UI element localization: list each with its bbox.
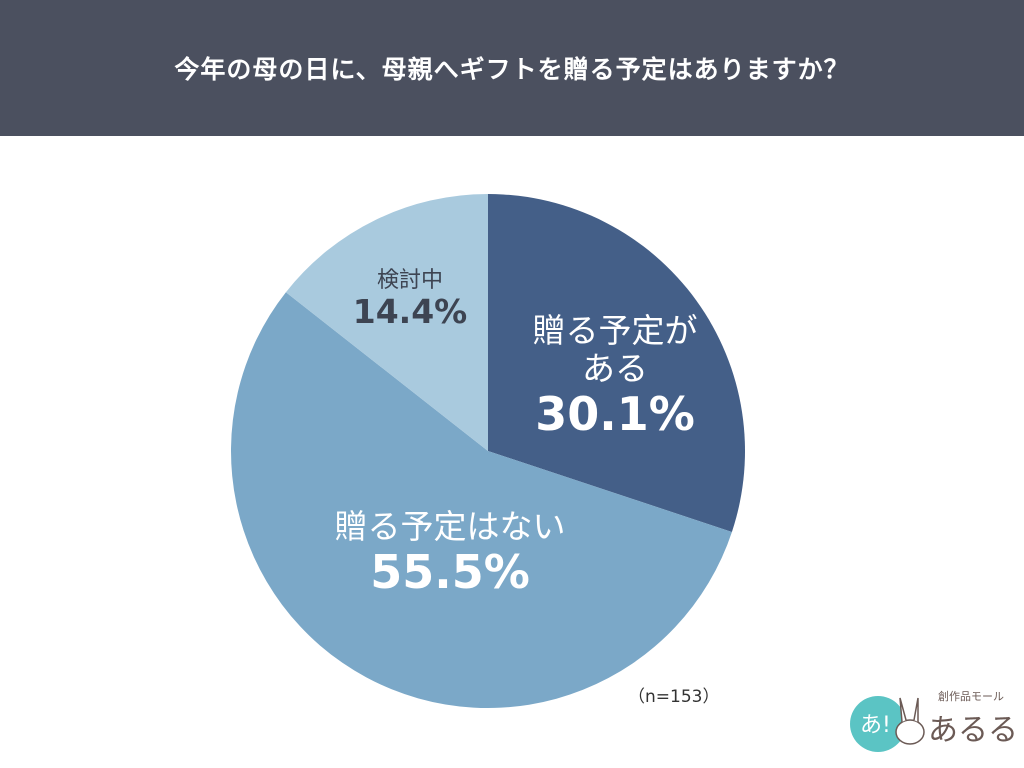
svg-text:あ!: あ! [860,713,891,738]
slice-value: 14.4% [352,292,468,332]
slice-label-text: 贈る予定がある [532,311,698,388]
chart-title: 今年の母の日に、母親へギフトを贈る予定はありますか？ [174,55,850,84]
pie-slice-1 [231,292,732,708]
slice-label-text: 検討中 [376,268,443,293]
slice-label-considering: 検討中 14.4% [340,268,480,331]
slice-value: 30.1% [535,386,695,441]
brand-logo: あ! 創作品モール あるる [850,689,1018,752]
pie-slice-0 [488,193,746,532]
sample-size-note: （n=153） [628,687,720,707]
slice-label-text: 贈る予定はない [334,507,566,546]
slice-value: 55.5% [370,544,530,599]
svg-text:あるる: あるる [928,713,1018,748]
pie-slice-2 [285,194,488,451]
slice-label-yes: 贈る予定がある 30.1% [500,312,730,441]
header-banner: 今年の母の日に、母親へギフトを贈る予定はありますか？ [0,0,1024,136]
svg-text:創作品モール: 創作品モール [938,689,1004,703]
slice-label-no: 贈る予定はない 55.5% [300,508,600,599]
